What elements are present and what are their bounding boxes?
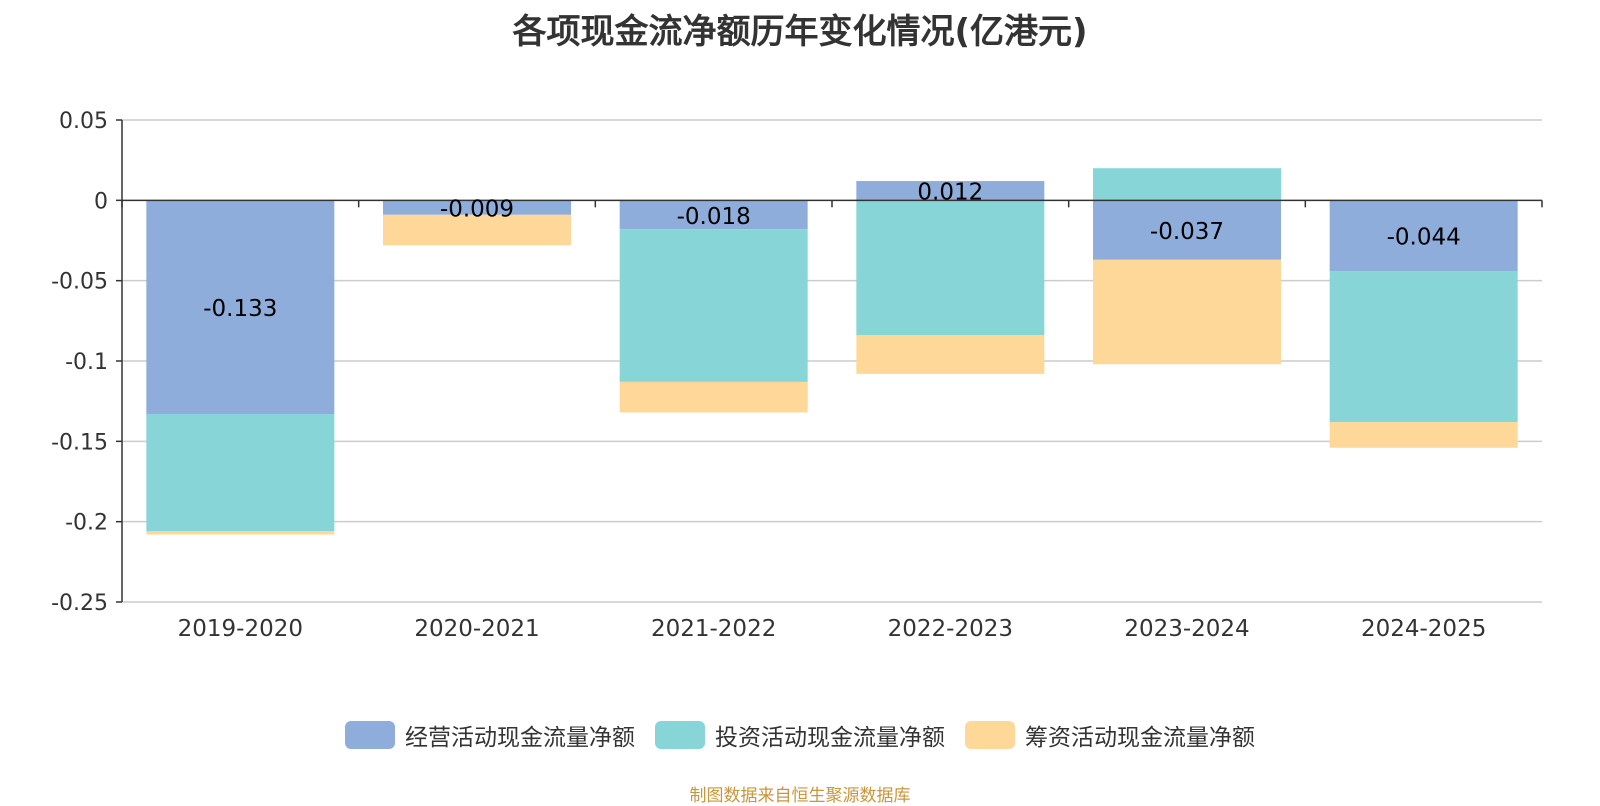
bar-segment [856,200,1045,336]
bar-segment [1093,168,1281,201]
legend-label-operating: 经营活动现金流量净额 [405,725,635,751]
legend-label-investing: 投资活动现金流量净额 [715,725,945,751]
bar-segment [1329,422,1518,448]
legend-item-financing[interactable]: 筹资活动现金流量净额 [965,718,1255,752]
legend-swatch-financing [965,721,1015,749]
legend: 经营活动现金流量净额 投资活动现金流量净额 筹资活动现金流量净额 [0,718,1600,752]
legend-swatch-investing [655,721,705,749]
data-label: -0.009 [440,197,514,223]
bar-segment [383,214,571,246]
legend-label-financing: 筹资活动现金流量净额 [1025,725,1255,751]
data-label: -0.037 [1150,219,1224,245]
chart-title: 各项现金流净额历年变化情况(亿港元) [512,12,1088,52]
bar-segment [856,335,1045,374]
bar-segment [856,181,1045,201]
legend-item-operating[interactable]: 经营活动现金流量净额 [345,718,635,752]
data-label: -0.018 [677,204,751,230]
y-tick-label: -0.15 [51,430,108,455]
x-tick-label: 2021-2022 [651,616,776,642]
bar-segment [383,200,571,215]
stacked-bar-chart: 0.05 0 -0.05 -0.1 -0.15 -0.2 -0.25 2019-2020 202… [51,109,1543,642]
bar-segment [146,531,335,535]
x-tick-label: 2019-2020 [178,616,303,642]
data-label: -0.044 [1387,225,1461,251]
y-tick-label: -0.05 [51,270,108,295]
data-label: 0.012 [917,180,983,206]
x-tick-label: 2022-2023 [888,616,1013,642]
x-tick-label: 2023-2024 [1124,616,1249,642]
bar-segment [1093,259,1281,365]
y-tick-label: -0.1 [65,350,108,375]
legend-swatch-operating [345,721,395,749]
bar-segment [1093,200,1281,260]
y-tick-label: -0.25 [51,591,108,616]
x-tick-label: 2024-2025 [1361,616,1486,642]
bar-segment [146,200,335,415]
grid-lines [122,119,1542,603]
source-note: 制图数据来自恒生聚源数据库 [689,786,911,806]
y-tick-label: 0.05 [59,109,108,134]
bar-segment [1329,271,1518,423]
y-tick-label: 0 [94,189,108,214]
x-tick-label: 2020-2021 [414,616,539,642]
bars [146,168,1518,535]
bar-segment [619,200,808,230]
bar-segment [619,381,808,413]
y-tick-label: -0.2 [65,511,108,536]
data-label: -0.133 [203,296,277,322]
bar-segment [619,229,808,382]
bar-segment [146,414,335,532]
legend-item-investing[interactable]: 投资活动现金流量净额 [655,718,945,752]
bar-segment [1329,200,1518,272]
data-labels: -0.133 -0.009 -0.018 0.012 -0.037 -0.044 [203,180,1460,322]
axes: 0.05 0 -0.05 -0.1 -0.15 -0.2 -0.25 2019-2020 202… [51,109,1543,642]
